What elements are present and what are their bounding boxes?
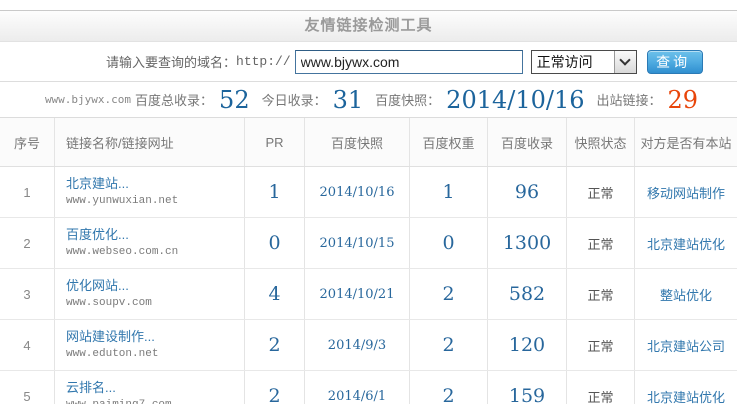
header-index: 序号	[0, 118, 55, 166]
link-url: www.webseo.com.cn	[66, 246, 179, 258]
table-header-row: 序号 链接名称/链接网址 PR 百度快照 百度权重 百度收录 快照状态 对方是否…	[0, 118, 737, 167]
row-index: 4	[0, 320, 55, 370]
header-weight: 百度权重	[410, 118, 488, 166]
row-snapshot: 2014/10/21	[305, 269, 410, 319]
link-url: www.eduton.net	[66, 348, 159, 360]
link-url: www.yunwuxian.net	[66, 195, 179, 207]
select-arrow-box[interactable]	[613, 50, 636, 73]
stats-bar: www.bjywx.com 百度总收录： 52 今日收录： 31 百度快照： 2…	[0, 82, 737, 118]
query-button[interactable]: 查询	[646, 49, 703, 74]
header-name-url: 链接名称/链接网址	[55, 118, 245, 166]
row-name-url: 百度优化... www.webseo.com.cn	[55, 218, 245, 268]
reciprocal-link[interactable]: 移动网站制作	[646, 185, 725, 201]
chevron-down-icon	[619, 54, 631, 66]
row-reciprocal: 北京建站优化	[635, 218, 737, 268]
link-url: www.soupv.com	[66, 297, 152, 309]
row-pr: 4	[245, 269, 305, 319]
row-status: 正常	[567, 269, 635, 319]
row-status: 正常	[567, 320, 635, 370]
top-spacer	[0, 0, 737, 10]
query-form: 请输入要查询的域名： http:// 正常访问 查询	[0, 42, 737, 82]
outbound-links-label: 出站链接：	[596, 93, 662, 108]
outbound-links-value: 29	[667, 85, 699, 114]
row-name-url: 北京建站... www.yunwuxian.net	[55, 167, 245, 217]
baidu-snapshot-value: 2014/10/16	[446, 85, 585, 114]
row-reciprocal: 北京建站公司	[635, 320, 737, 370]
row-pr: 2	[245, 320, 305, 370]
row-weight: 2	[410, 269, 488, 319]
row-reciprocal: 移动网站制作	[635, 167, 737, 217]
link-url: www.paiming7.com	[66, 397, 172, 404]
row-included: 120	[488, 320, 567, 370]
link-name[interactable]: 网站建设制作...	[66, 329, 155, 344]
row-name-url: 网站建设制作... www.eduton.net	[55, 320, 245, 370]
domain-input-label: 请输入要查询的域名：	[106, 55, 237, 70]
link-name[interactable]: 云排名...	[66, 380, 116, 395]
status-select-value: 正常访问	[536, 53, 593, 70]
today-included-label: 今日收录：	[261, 93, 327, 108]
stats-domain: www.bjywx.com	[44, 93, 132, 106]
row-weight: 0	[410, 218, 488, 268]
table-row: 4 网站建设制作... www.eduton.net 2 2014/9/3 2 …	[0, 320, 737, 371]
row-index: 5	[0, 371, 55, 404]
link-name[interactable]: 优化网站...	[66, 278, 129, 293]
row-included: 96	[488, 167, 567, 217]
row-name-url: 优化网站... www.soupv.com	[55, 269, 245, 319]
baidu-total-label: 百度总收录：	[135, 93, 214, 108]
reciprocal-link[interactable]: 北京建站公司	[646, 338, 725, 354]
table-row: 2 百度优化... www.webseo.com.cn 0 2014/10/15…	[0, 218, 737, 269]
row-status: 正常	[567, 218, 635, 268]
row-included: 582	[488, 269, 567, 319]
link-name[interactable]: 百度优化...	[66, 227, 129, 242]
baidu-total-value: 52	[219, 85, 250, 114]
header-pr: PR	[245, 118, 305, 166]
header-status: 快照状态	[567, 118, 635, 166]
row-snapshot: 2014/9/3	[305, 320, 410, 370]
header-included: 百度收录	[488, 118, 567, 166]
row-index: 2	[0, 218, 55, 268]
row-index: 3	[0, 269, 55, 319]
links-table: 序号 链接名称/链接网址 PR 百度快照 百度权重 百度收录 快照状态 对方是否…	[0, 118, 737, 404]
table-row: 3 优化网站... www.soupv.com 4 2014/10/21 2 5…	[0, 269, 737, 320]
row-weight: 1	[410, 167, 488, 217]
reciprocal-link[interactable]: 北京建站优化	[646, 389, 725, 404]
row-reciprocal: 北京建站优化	[635, 371, 737, 404]
row-pr: 0	[245, 218, 305, 268]
row-weight: 2	[410, 320, 488, 370]
status-select[interactable]: 正常访问	[530, 49, 637, 74]
row-snapshot: 2014/10/16	[305, 167, 410, 217]
row-pr: 2	[245, 371, 305, 404]
reciprocal-link[interactable]: 北京建站优化	[646, 236, 725, 252]
baidu-snapshot-label: 百度快照：	[375, 93, 441, 108]
row-weight: 2	[410, 371, 488, 404]
row-included: 159	[488, 371, 567, 404]
row-reciprocal: 整站优化	[635, 269, 737, 319]
header-reciprocal: 对方是否有本站	[640, 135, 732, 151]
today-included-value: 31	[332, 85, 364, 114]
domain-input[interactable]	[294, 49, 523, 74]
row-name-url: 云排名... www.paiming7.com	[55, 371, 245, 404]
reciprocal-link[interactable]: 整站优化	[659, 287, 712, 303]
row-status: 正常	[567, 371, 635, 404]
header-snapshot: 百度快照	[305, 118, 410, 166]
row-pr: 1	[245, 167, 305, 217]
row-status: 正常	[567, 167, 635, 217]
row-included: 1300	[488, 218, 567, 268]
row-snapshot: 2014/6/1	[305, 371, 410, 404]
row-index: 1	[0, 167, 55, 217]
table-row: 5 云排名... www.paiming7.com 2 2014/6/1 2 1…	[0, 371, 737, 404]
row-snapshot: 2014/10/15	[305, 218, 410, 268]
table-row: 1 北京建站... www.yunwuxian.net 1 2014/10/16…	[0, 167, 737, 218]
page-title: 友情链接检测工具	[0, 10, 737, 42]
protocol-prefix: http://	[236, 54, 291, 69]
link-name[interactable]: 北京建站...	[66, 176, 129, 191]
